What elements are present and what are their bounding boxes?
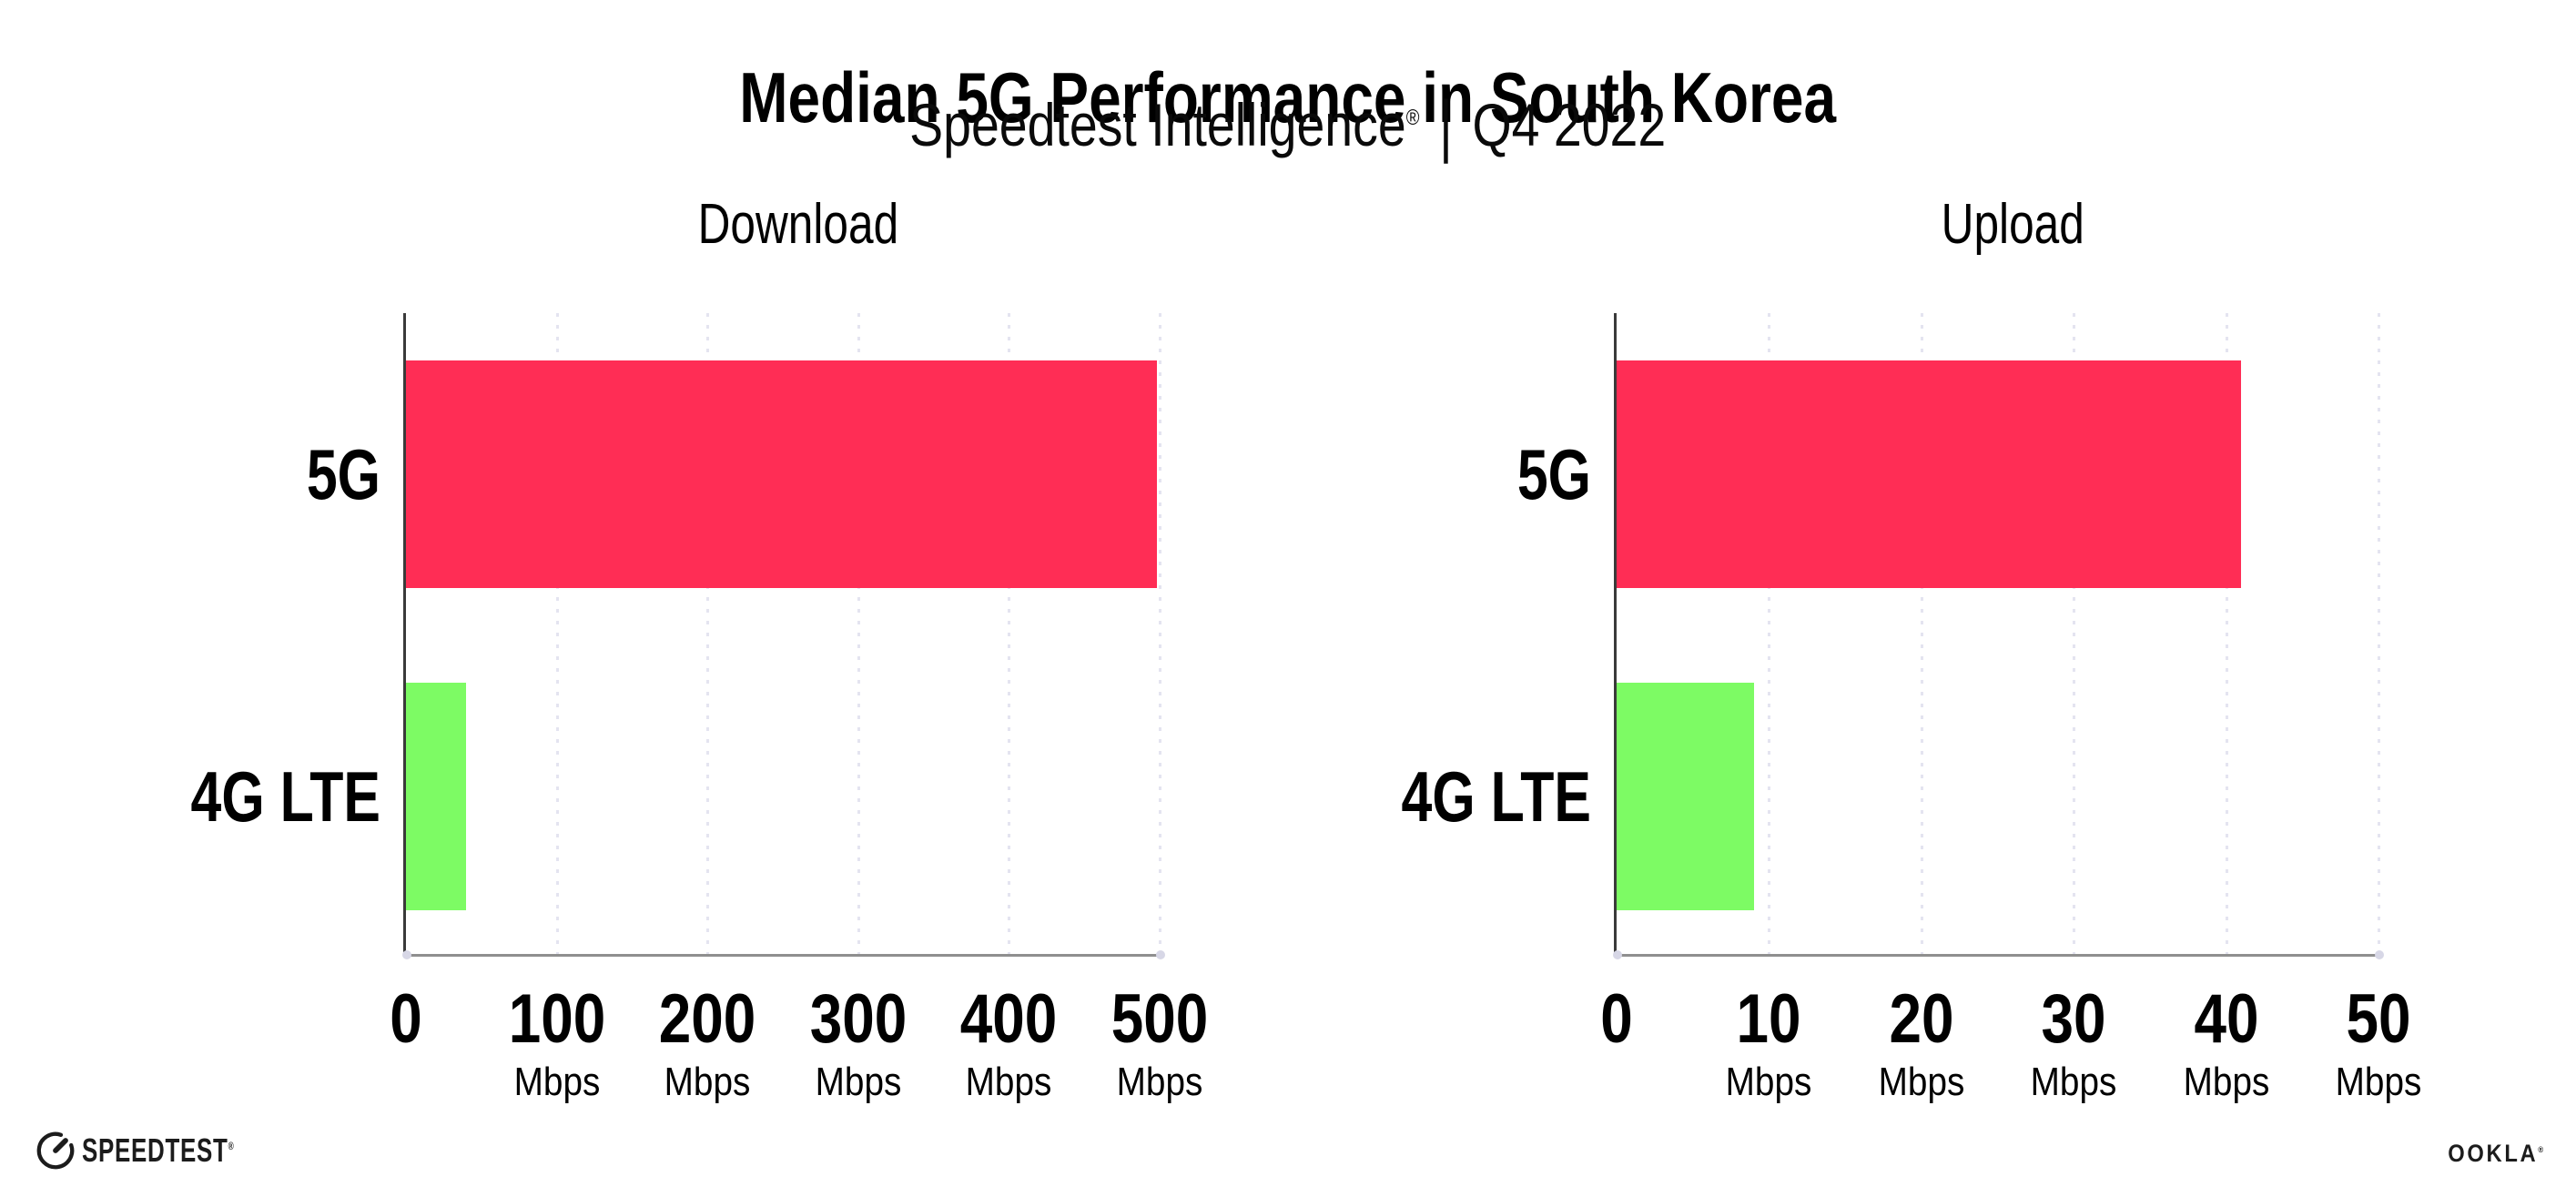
category-label-5g: 5G xyxy=(306,434,380,514)
x-tick-200: 200 Mbps xyxy=(607,985,807,1103)
download-chart-title: Download xyxy=(697,193,899,256)
x-tick-unit: Mbps xyxy=(815,1060,902,1104)
x-tick-unit: Mbps xyxy=(1726,1060,1812,1104)
x-tick-unit: Mbps xyxy=(2335,1060,2422,1104)
x-axis xyxy=(1614,954,2380,957)
x-tick-10: 10 Mbps xyxy=(1668,985,1869,1103)
gridline-30 xyxy=(2073,313,2076,955)
x-tick-value: 0 xyxy=(390,980,422,1058)
x-tick-100: 100 Mbps xyxy=(457,985,657,1103)
axis-end-dot xyxy=(1156,950,1165,959)
x-tick-unit: Mbps xyxy=(513,1060,600,1104)
x-tick-value: 500 xyxy=(1111,980,1209,1058)
x-tick-value: 20 xyxy=(1889,980,1954,1058)
gridline-10 xyxy=(1768,313,1771,955)
x-tick-unit: Mbps xyxy=(2030,1060,2117,1104)
axis-end-dot xyxy=(2375,950,2384,959)
x-tick-value: 30 xyxy=(2041,980,2106,1058)
page-subtitle: Speedtest Intelligence® | Q4 2022 xyxy=(0,86,2576,163)
x-tick-unit: Mbps xyxy=(1116,1060,1203,1104)
x-tick-value: 200 xyxy=(658,980,756,1058)
subtitle-separator: | xyxy=(1439,86,1453,164)
x-tick-value: 0 xyxy=(1600,980,1633,1058)
x-tick-value: 10 xyxy=(1736,980,1801,1058)
bar-5g xyxy=(1617,360,2242,588)
subtitle-brand: Speedtest Intelligence xyxy=(909,91,1407,158)
x-tick-300: 300 Mbps xyxy=(758,985,958,1103)
x-tick-value: 400 xyxy=(960,980,1058,1058)
x-tick-value: 50 xyxy=(2346,980,2411,1058)
speedtest-logo-text: SPEEDTEST® xyxy=(82,1131,235,1169)
gridline-50 xyxy=(2378,313,2380,955)
subtitle-period: Q4 2022 xyxy=(1472,91,1667,158)
x-tick-30: 30 Mbps xyxy=(1973,985,2174,1103)
ookla-logo-text: OOKLA xyxy=(2448,1140,2539,1167)
x-tick-0: 0 xyxy=(1516,985,1717,1054)
bar-4g-lte xyxy=(1617,683,1754,910)
gridline-500 xyxy=(1159,313,1161,955)
speedtest-gauge-icon xyxy=(36,1131,75,1170)
x-tick-unit: Mbps xyxy=(664,1060,751,1104)
upload-chart-title: Upload xyxy=(1941,193,2085,256)
gridline-400 xyxy=(1008,313,1011,955)
ookla-logo: OOKLA® xyxy=(2448,1140,2543,1168)
x-tick-value: 100 xyxy=(508,980,605,1058)
page-title: Median 5G Performance in South Korea xyxy=(0,58,2576,137)
gridline-100 xyxy=(555,313,559,955)
x-tick-0: 0 xyxy=(306,985,506,1054)
x-tick-unit: Mbps xyxy=(2183,1060,2269,1104)
speedtest-registered-mark: ® xyxy=(228,1141,235,1152)
category-label-4g-lte: 4G LTE xyxy=(1401,756,1591,837)
x-tick-value: 300 xyxy=(809,980,908,1058)
gridline-40 xyxy=(2225,313,2228,955)
category-label-5g: 5G xyxy=(1516,434,1591,514)
x-tick-400: 400 Mbps xyxy=(908,985,1109,1103)
speedtest-logo: SPEEDTEST® xyxy=(35,1127,294,1174)
x-tick-40: 40 Mbps xyxy=(2126,985,2327,1103)
axis-origin-dot xyxy=(402,950,411,959)
x-tick-50: 50 Mbps xyxy=(2278,985,2479,1103)
category-label-4g-lte: 4G LTE xyxy=(190,756,380,837)
gridline-20 xyxy=(1920,313,1923,955)
x-tick-500: 500 Mbps xyxy=(1060,985,1260,1103)
bar-5g xyxy=(406,360,1157,588)
x-tick-unit: Mbps xyxy=(966,1060,1052,1104)
page-title-text: Median 5G Performance in South Korea xyxy=(739,57,1837,138)
upload-plot-area: 5G 4G LTE 0 10 Mbps 20 Mbps 30 Mbps 40 Mbps 50 Mbps xyxy=(1402,313,2421,1103)
x-tick-unit: Mbps xyxy=(1878,1060,1965,1104)
registered-mark: ® xyxy=(1406,106,1420,130)
axis-origin-dot xyxy=(1613,950,1622,959)
x-tick-20: 20 Mbps xyxy=(1821,985,2022,1103)
gridline-200 xyxy=(706,313,710,955)
ookla-registered-mark: ® xyxy=(2538,1145,2543,1154)
gridline-300 xyxy=(857,313,860,955)
bar-4g-lte xyxy=(406,683,467,910)
download-plot-area: 5G 4G LTE 0 100 Mbps 200 Mbps 300 Mbps 400 Mbps 500… xyxy=(191,313,1208,1103)
x-axis xyxy=(403,954,1161,957)
x-tick-value: 40 xyxy=(2194,980,2259,1058)
